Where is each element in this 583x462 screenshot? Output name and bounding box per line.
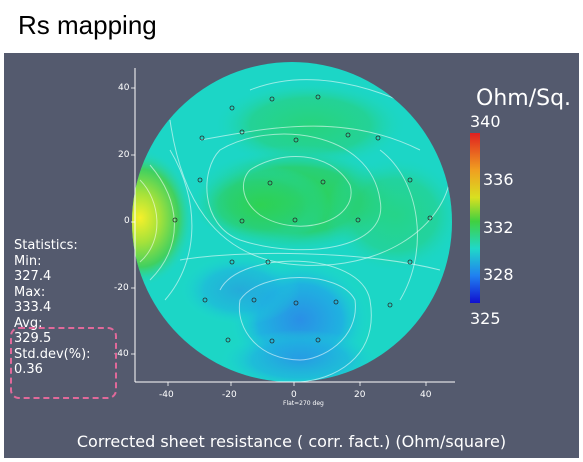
y-tick-label: 0 [124, 216, 130, 226]
std-label: Std.dev(%): [14, 346, 91, 362]
x-tick-label: 0 [291, 390, 297, 400]
avg-value: 329.5 [14, 331, 52, 346]
wafer-heatmap [132, 62, 452, 382]
min-value: 327.4 [14, 269, 52, 284]
std-value: 0.36 [14, 362, 43, 377]
y-tick-label: 40 [118, 83, 130, 93]
y-tick-label: -20 [114, 283, 129, 293]
max-value: 333.4 [14, 300, 52, 315]
x-axis-note: Flat=270 deg [283, 400, 324, 407]
x-tick-label: 40 [420, 390, 432, 400]
footer-caption: Corrected sheet resistance ( corr. fact.… [76, 432, 507, 451]
axes [131, 68, 455, 386]
y-tick-label: -40 [114, 349, 129, 359]
statistics-heading: Statistics: [14, 238, 78, 253]
colorbar-label: 340 [470, 112, 501, 131]
colorbar-label: 336 [483, 170, 514, 189]
max-label: Max: [14, 284, 46, 300]
x-tick-label: -40 [159, 390, 174, 400]
colorbar-label: 332 [483, 218, 514, 237]
colorbar-label: 325 [470, 309, 501, 328]
y-tick-label: 20 [118, 150, 130, 160]
x-tick-label: 20 [354, 390, 366, 400]
colorbar-label: 328 [483, 265, 514, 284]
colorbar [470, 133, 480, 303]
avg-label: Avg: [14, 315, 43, 331]
statistics-panel: Statistics: Min: 327.4 Max: 333.4 Avg: 3… [14, 238, 91, 378]
min-label: Min: [14, 253, 42, 269]
x-tick-label: -20 [222, 390, 237, 400]
page-title: Rs mapping [18, 10, 157, 40]
highlight-box [10, 327, 117, 399]
unit-label: Ohm/Sq. [476, 86, 572, 111]
